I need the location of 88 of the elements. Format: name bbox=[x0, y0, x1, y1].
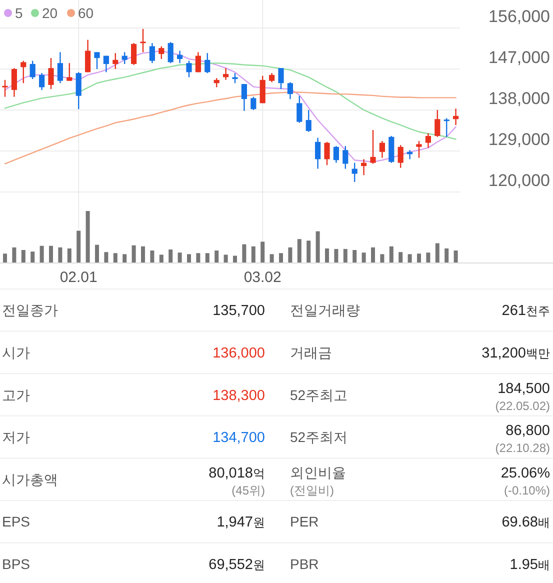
bar bbox=[352, 250, 357, 263]
bar bbox=[408, 254, 412, 263]
bar bbox=[242, 244, 246, 263]
bar bbox=[270, 254, 274, 263]
y-tick-label: 147,000 bbox=[488, 48, 550, 67]
bar bbox=[86, 211, 90, 263]
category-label: 52주최저 bbox=[290, 429, 348, 446]
bar bbox=[132, 245, 136, 263]
bar bbox=[435, 243, 440, 263]
text: 86,800 (22.10.28) bbox=[495, 423, 550, 456]
text: 25.06% (-0.10%) bbox=[500, 465, 550, 498]
category-label: EPS bbox=[2, 514, 30, 530]
bar bbox=[150, 250, 154, 263]
bar bbox=[325, 248, 329, 263]
text: 1.95배 bbox=[510, 556, 550, 573]
text: 136,000 bbox=[212, 345, 265, 362]
category-label: 저가 bbox=[2, 429, 30, 446]
bar bbox=[426, 252, 430, 263]
bar bbox=[389, 246, 394, 263]
bar bbox=[251, 246, 256, 263]
text: 135,700 bbox=[212, 303, 265, 320]
category-label: BPS bbox=[2, 556, 30, 572]
category-label: 전일거래량 bbox=[290, 302, 360, 318]
bar bbox=[178, 252, 182, 263]
bar bbox=[371, 247, 375, 263]
bar bbox=[362, 252, 366, 263]
bar bbox=[224, 254, 228, 263]
category-label: PER bbox=[290, 514, 319, 530]
legend-label: 5 bbox=[15, 5, 23, 21]
bar bbox=[398, 252, 403, 263]
category-label: 시가 bbox=[2, 344, 30, 360]
bar bbox=[122, 254, 127, 263]
bar bbox=[187, 254, 191, 263]
bar bbox=[343, 248, 348, 263]
bar bbox=[168, 249, 173, 263]
legend-label: 60 bbox=[78, 5, 94, 21]
bar bbox=[12, 247, 16, 263]
bar bbox=[49, 246, 53, 263]
text: 69.68배 bbox=[502, 514, 550, 531]
bar bbox=[444, 248, 449, 263]
bar bbox=[21, 250, 26, 263]
text: 69,552원 bbox=[208, 556, 265, 573]
x-tick-label: 02.01 bbox=[60, 269, 98, 286]
bar bbox=[334, 248, 338, 263]
bar bbox=[40, 246, 44, 263]
bar bbox=[141, 246, 145, 263]
category-label: PBR bbox=[290, 556, 319, 572]
bar bbox=[380, 254, 384, 263]
bar bbox=[159, 254, 164, 263]
legend-label: 20 bbox=[42, 5, 58, 21]
y-tick-label: 156,000 bbox=[488, 7, 550, 26]
bar bbox=[214, 250, 219, 263]
category-label: 52주최고 bbox=[290, 386, 348, 403]
bar bbox=[260, 242, 265, 263]
bar bbox=[58, 247, 62, 263]
x-tick-label: 03.02 bbox=[244, 269, 282, 286]
bar bbox=[3, 254, 7, 263]
text: 80,018억 (45위) bbox=[208, 465, 265, 498]
bar bbox=[417, 254, 421, 263]
bar bbox=[113, 253, 118, 263]
text: 31,200백만 bbox=[482, 345, 550, 362]
bar bbox=[196, 253, 200, 263]
text: 134,700 bbox=[212, 430, 265, 446]
bar bbox=[316, 231, 320, 263]
y-tick-label: 138,000 bbox=[488, 89, 550, 108]
y-tick-label: 120,000 bbox=[488, 171, 550, 190]
y-tick-label: 129,000 bbox=[488, 130, 550, 149]
bar bbox=[297, 239, 302, 263]
bar bbox=[30, 252, 35, 263]
bar bbox=[205, 253, 210, 263]
category-label: 고가 bbox=[2, 386, 30, 403]
text: 1,947원 bbox=[216, 514, 265, 531]
category-label: 외인비율 (전일비) bbox=[290, 464, 346, 498]
text: 184,500 (22.05.02) bbox=[495, 380, 550, 413]
text: 261천주 bbox=[502, 303, 550, 320]
bar bbox=[95, 244, 99, 263]
bar bbox=[233, 256, 237, 263]
category-label: 전일종가 bbox=[2, 302, 58, 318]
bar bbox=[454, 250, 458, 263]
bar bbox=[76, 230, 81, 263]
bar bbox=[288, 247, 292, 263]
bar bbox=[104, 252, 108, 263]
text: 138,300 bbox=[212, 388, 265, 404]
bar bbox=[306, 240, 311, 263]
category-label: 거래금 bbox=[290, 344, 332, 360]
bar bbox=[67, 248, 72, 263]
category-label: 시가총액 bbox=[2, 471, 58, 488]
bar bbox=[279, 253, 283, 263]
